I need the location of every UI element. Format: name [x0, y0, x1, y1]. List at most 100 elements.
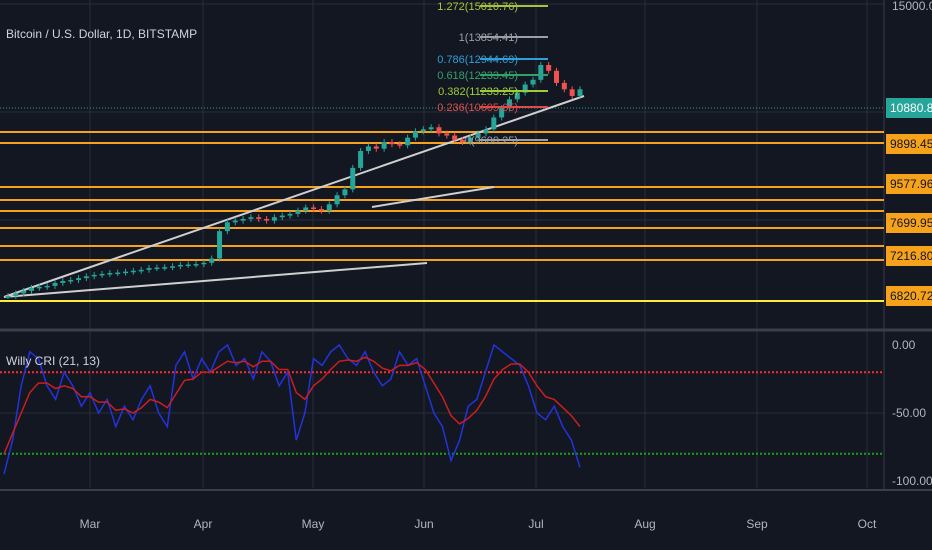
candle-body-5 — [44, 285, 50, 288]
candles — [5, 62, 583, 299]
candle-body-63 — [499, 108, 505, 118]
candle-body-47 — [373, 146, 379, 149]
candle-body-46 — [365, 146, 371, 151]
candle-body-18 — [146, 268, 152, 270]
osc-tick-1: -50.00 — [892, 406, 926, 420]
candle-body-66 — [522, 84, 528, 93]
candle-body-14 — [115, 272, 121, 275]
fib-label-0: 1.272(15010.76) — [437, 1, 518, 13]
candle-body-72 — [569, 89, 575, 96]
y-tick-3: 7699.95 — [890, 216, 932, 230]
candle-body-67 — [530, 79, 536, 85]
candle-body-20 — [162, 267, 168, 269]
candle-body-11 — [91, 274, 97, 277]
candle-body-70 — [553, 70, 559, 83]
candle-body-35 — [279, 215, 285, 218]
candle-body-68 — [538, 65, 544, 80]
y-tick-0: 15000.00 — [892, 0, 932, 13]
candle-body-53 — [420, 129, 426, 132]
candle-body-8 — [68, 280, 74, 282]
osc-tick-0: 0.00 — [892, 338, 916, 352]
candle-body-16 — [130, 270, 136, 273]
candle-body-0 — [5, 296, 11, 298]
candle-body-69 — [546, 65, 552, 71]
candle-body-45 — [358, 150, 364, 168]
candle-body-12 — [99, 273, 105, 276]
candle-body-9 — [76, 278, 82, 281]
fib-label-4: 0.382(11233.25) — [438, 86, 518, 98]
y-tick-bg-5 — [886, 286, 932, 306]
candle-body-56 — [444, 133, 450, 136]
candle-body-58 — [459, 139, 465, 142]
candle-body-40 — [318, 209, 324, 211]
candle-body-25 — [201, 262, 207, 265]
candle-body-1 — [13, 293, 19, 296]
x-tick-4: Jul — [528, 517, 543, 531]
candle-body-41 — [326, 204, 332, 211]
x-tick-7: Oct — [858, 517, 877, 531]
candle-body-4 — [36, 286, 42, 289]
fib-levels: 1.272(15010.76) 1(13854.41) 0.786(12944.69… — [437, 1, 548, 147]
candle-body-39 — [311, 207, 317, 210]
fib-label-1: 1(13854.41) — [459, 32, 518, 44]
fib-label-5: 0.236(10605.65) — [437, 102, 518, 114]
candle-body-27 — [217, 231, 223, 259]
candle-body-57 — [452, 135, 458, 140]
candle-body-34 — [271, 217, 277, 221]
candle-body-21 — [170, 266, 176, 268]
y-tick-1: 9898.45 — [890, 137, 932, 151]
y-tick-4: 7216.80 — [890, 249, 932, 263]
upper-trendline — [3, 95, 585, 298]
candle-body-36 — [287, 213, 293, 216]
candle-body-48 — [381, 141, 387, 149]
candle-body-6 — [52, 282, 58, 286]
osc-series-0 — [3, 343, 581, 475]
y-tick-bg-4 — [886, 246, 932, 266]
oscillator — [0, 343, 884, 475]
price-levels — [0, 131, 884, 302]
osc-series-1 — [3, 356, 581, 455]
mid-trendline — [371, 186, 495, 208]
candle-body-7 — [60, 280, 66, 283]
candle-body-59 — [467, 137, 473, 142]
candle-body-61 — [483, 129, 489, 134]
y-tick-bg-2 — [886, 174, 932, 194]
candle-body-17 — [138, 269, 144, 272]
y-tick-bg-3 — [886, 213, 932, 233]
candle-body-49 — [389, 141, 395, 145]
x-tick-1: Apr — [194, 517, 213, 531]
y-tick-5: 6820.72 — [890, 289, 932, 303]
candle-body-13 — [107, 273, 113, 275]
x-tick-2: May — [302, 517, 325, 531]
y-tick-bg-1 — [886, 134, 932, 154]
y-tick-2: 9577.96 — [890, 177, 932, 191]
trend-lines — [3, 95, 585, 298]
candle-body-51 — [405, 137, 411, 146]
candle-body-3 — [29, 287, 35, 291]
candle-body-50 — [397, 144, 403, 146]
candle-body-32 — [256, 217, 262, 219]
axes: 15000.00 9898.45 9577.96 7699.95 7216.80 6820… — [80, 0, 932, 531]
last-price-bg — [886, 98, 932, 118]
candle-body-19 — [154, 267, 160, 270]
candle-body-37 — [295, 210, 301, 214]
candle-body-64 — [506, 99, 512, 109]
fib-label-6: 0(9600.25) — [465, 135, 518, 147]
candle-body-65 — [514, 92, 520, 100]
candle-body-73 — [577, 89, 583, 96]
candle-body-38 — [303, 207, 309, 211]
candle-body-23 — [185, 264, 191, 267]
lower-trendline — [3, 262, 428, 298]
chart-title: Bitcoin / U.S. Dollar, 1D, BITSTAMP — [6, 27, 198, 41]
candle-body-31 — [248, 217, 254, 219]
osc-tick-2: -100.00 — [892, 474, 932, 488]
candle-body-26 — [209, 258, 215, 263]
candle-body-24 — [193, 264, 199, 266]
candle-body-22 — [177, 264, 183, 267]
candle-body-29 — [232, 220, 238, 223]
candle-body-54 — [428, 127, 434, 130]
candle-body-60 — [475, 133, 481, 138]
candle-body-30 — [240, 218, 246, 221]
fib-label-3: 0.618(12233.45) — [437, 70, 518, 82]
